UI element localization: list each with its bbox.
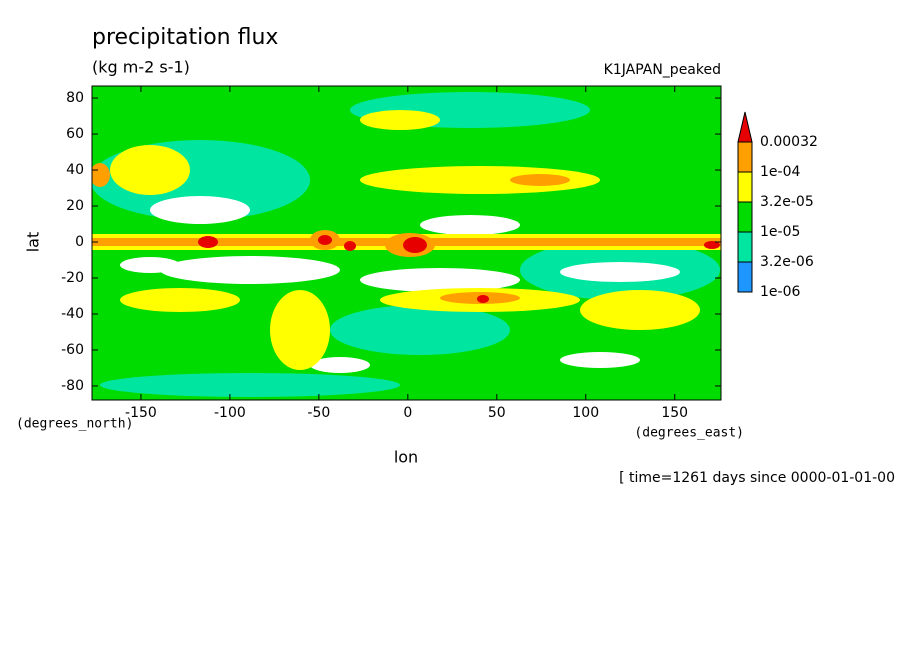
colorbar-label: 3.2e-05 <box>760 194 814 210</box>
time-note: [ time=1261 days since 0000-01-01-00 <box>619 470 895 486</box>
colorbar-label: 3.2e-06 <box>760 254 814 270</box>
y-tick-label: -40 <box>61 306 84 322</box>
x-tick-label: 100 <box>572 405 599 421</box>
x-tick-label: 150 <box>661 405 688 421</box>
colorbar-label: 1e-04 <box>760 164 800 180</box>
x-tick-label: -150 <box>125 405 157 421</box>
y-tick-label: -80 <box>61 378 84 394</box>
field <box>92 86 721 400</box>
y-tick-label: 20 <box>66 198 84 214</box>
x-units: (degrees_east) <box>634 426 744 441</box>
x-tick-label: -100 <box>214 405 246 421</box>
colorbar-label: 0.00032 <box>760 134 818 150</box>
annotation: K1JAPAN_peaked <box>604 62 721 78</box>
y-tick-label: -20 <box>61 270 84 286</box>
field-contour <box>120 196 680 373</box>
field-contour <box>198 235 720 303</box>
x-tick-label: 0 <box>403 405 412 421</box>
x-tick-label: -50 <box>307 405 330 421</box>
colorbar-extend <box>737 111 753 143</box>
y-tick-label: 0 <box>75 234 84 250</box>
colorbar-label: 1e-05 <box>760 224 800 240</box>
plot-frame <box>91 85 722 401</box>
y-tick-label: 60 <box>66 126 84 142</box>
y-axis-label: lat <box>24 232 43 253</box>
y-tick-label: 80 <box>66 90 84 106</box>
colorbar-segment <box>737 231 753 263</box>
colorbar-segment <box>737 141 753 173</box>
field-contour <box>92 92 720 397</box>
y-tick-label: 40 <box>66 162 84 178</box>
colorbar-segment <box>737 201 753 233</box>
y-units: (degrees_north) <box>16 417 133 432</box>
colorbar-label: 1e-06 <box>760 284 800 300</box>
x-tick-label: 50 <box>488 405 506 421</box>
colorbar-segment <box>737 171 753 203</box>
colorbar-segment <box>737 261 753 293</box>
y-tick-label: -60 <box>61 342 84 358</box>
units: (kg m-2 s-1) <box>92 58 190 77</box>
x-axis-label: lon <box>394 448 418 467</box>
chart-title: precipitation flux <box>92 25 278 50</box>
